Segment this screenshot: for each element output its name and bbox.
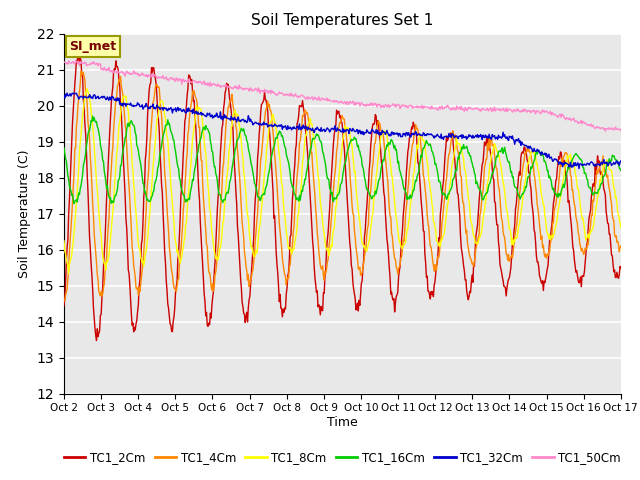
Y-axis label: Soil Temperature (C): Soil Temperature (C) [18, 149, 31, 278]
X-axis label: Time: Time [327, 416, 358, 429]
Text: SI_met: SI_met [70, 40, 116, 53]
Title: Soil Temperatures Set 1: Soil Temperatures Set 1 [252, 13, 433, 28]
Legend: TC1_2Cm, TC1_4Cm, TC1_8Cm, TC1_16Cm, TC1_32Cm, TC1_50Cm: TC1_2Cm, TC1_4Cm, TC1_8Cm, TC1_16Cm, TC1… [59, 446, 626, 469]
